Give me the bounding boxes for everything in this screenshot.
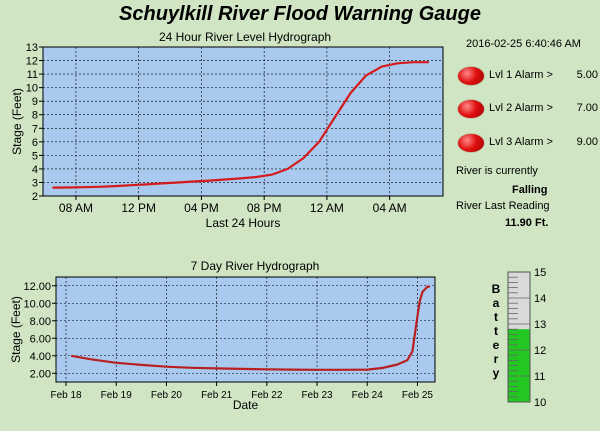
- chart-24h-plot-area: [42, 46, 444, 197]
- battery-label-letter: r: [493, 352, 499, 366]
- chart-24h-title: 24 Hour River Level Hydrograph: [158, 30, 332, 44]
- alarm-3-label: Lvl 3 Alarm >: [489, 136, 553, 148]
- battery-label-letter: y: [492, 366, 500, 380]
- chart-7d-ytick-label: 8.00: [30, 316, 51, 328]
- chart-24h-ytick-label: 9: [32, 96, 38, 108]
- battery-tick-label: 10: [534, 397, 546, 409]
- chart-24h-ytick-label: 2: [32, 191, 38, 203]
- chart-7d-xtick-label: Feb 20: [151, 390, 183, 401]
- alarm-1-value: 5.00: [576, 69, 598, 81]
- chart-7d-xtick-label: Feb 23: [301, 390, 333, 401]
- battery-tick-label: 12: [534, 345, 546, 357]
- alarm-2-label: Lvl 2 Alarm >: [489, 102, 553, 114]
- chart-7d-ytick-label: 2.00: [30, 368, 51, 380]
- chart-24h-ytick-label: 6: [32, 137, 38, 149]
- chart-24h-ytick-label: 5: [32, 150, 38, 162]
- chart-24h-xtick-label: 04 PM: [184, 201, 219, 215]
- battery-level-fill: [508, 329, 530, 402]
- battery-tick-label: 13: [534, 319, 546, 331]
- battery-label-letter: t: [494, 310, 498, 324]
- battery-tick-label: 15: [534, 267, 546, 279]
- last-reading-value: 11.90 Ft.: [505, 217, 549, 229]
- chart-7d-ytick-label: 12.00: [23, 281, 51, 293]
- alarm-2-value: 7.00: [576, 102, 598, 114]
- chart-24h-ytick-label: 7: [32, 123, 38, 135]
- chart-24h-xtick-label: 08 AM: [59, 201, 93, 215]
- last-reading-label: River Last Reading: [456, 200, 550, 212]
- chart-24h-ytick-label: 4: [32, 164, 38, 176]
- battery-tick-label: 11: [534, 371, 545, 383]
- battery-label-letter: a: [492, 296, 500, 310]
- chart-7d-xlabel: Date: [233, 398, 259, 412]
- battery-label-letter: e: [492, 338, 500, 352]
- chart-24h-ylabel: Stage (Feet): [10, 88, 24, 155]
- river-trend-value: Falling: [512, 184, 548, 196]
- alarm-3-value: 9.00: [576, 136, 598, 148]
- battery-label-letter: B: [491, 282, 501, 296]
- chart-7d-title: 7 Day River Hydrograph: [190, 259, 320, 273]
- chart-7d-xtick-label: Feb 18: [50, 390, 82, 401]
- datetime-readout: 2016-02-25 6:40:46 AM: [466, 38, 581, 50]
- chart-7d-series-line: [70, 285, 430, 371]
- chart-24h-ytick-label: 3: [32, 177, 38, 189]
- chart-24h-xlabel: Last 24 Hours: [206, 216, 281, 230]
- chart-24h-ytick-label: 13: [26, 42, 38, 54]
- chart-7d-xtick-label: Feb 21: [201, 390, 233, 401]
- battery-label-letter: t: [494, 324, 498, 338]
- alarm-3-indicator-icon: [458, 134, 484, 152]
- chart-7d-ytick-label: 4.00: [30, 351, 51, 363]
- chart-7d-plot-area: [55, 276, 436, 383]
- chart-24h-xtick-label: 08 PM: [247, 201, 282, 215]
- chart-7d-xtick-label: Feb 24: [352, 390, 384, 401]
- page-title: Schuylkill River Flood Warning Gauge: [119, 3, 481, 25]
- chart-24h-ytick-label: 11: [27, 69, 38, 81]
- chart-24h-xtick-label: 12 AM: [310, 201, 344, 215]
- battery-gauge-border: [507, 271, 531, 403]
- chart-7d-xtick-label: Feb 19: [101, 390, 133, 401]
- chart-24h-xtick-label: 12 PM: [121, 201, 156, 215]
- alarm-2-indicator-icon: [458, 100, 484, 118]
- chart-24h-xtick-label: 04 AM: [373, 201, 407, 215]
- chart-7d-ytick-label: 6.00: [30, 333, 51, 345]
- river-status-label: River is currently: [456, 165, 538, 177]
- chart-24h-ytick-label: 12: [26, 56, 38, 68]
- alarm-1-indicator-icon: [458, 67, 484, 85]
- chart-24h-ytick-label: 10: [26, 83, 38, 95]
- chart-7d-ytick-label: 10.00: [23, 298, 51, 310]
- battery-tick-label: 14: [534, 293, 546, 305]
- chart-24h-ytick-label: 8: [32, 110, 38, 122]
- chart-7d-xtick-label: Feb 22: [251, 390, 283, 401]
- chart-7d-xtick-label: Feb 25: [402, 390, 434, 401]
- chart-7d-ylabel: Stage (Feet): [9, 296, 23, 363]
- chart-24h-series-line: [52, 61, 429, 189]
- alarm-1-label: Lvl 1 Alarm >: [489, 69, 553, 81]
